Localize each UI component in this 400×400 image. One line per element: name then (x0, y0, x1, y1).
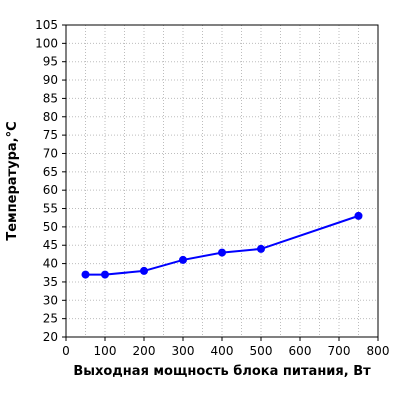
y-tick-label: 75 (43, 128, 58, 142)
y-tick-label: 105 (35, 18, 58, 32)
y-axis-label: Температура,°С (5, 121, 20, 240)
data-point (140, 266, 148, 275)
y-tick-label: 35 (43, 275, 58, 289)
y-tick-label: 50 (43, 220, 58, 234)
data-point (257, 244, 265, 253)
x-axis-label: Выходная мощность блока питания, Вт (73, 364, 371, 379)
y-tick-label: 100 (35, 36, 58, 50)
x-tick-label: 300 (172, 344, 195, 358)
grid-lines (66, 25, 378, 337)
y-tick-label: 95 (43, 55, 58, 69)
y-tick-label: 40 (43, 257, 58, 271)
data-point (81, 270, 90, 279)
x-tick-label: 500 (250, 344, 273, 358)
data-series (81, 211, 363, 279)
y-tick-label: 90 (43, 73, 58, 87)
x-tick-label: 700 (328, 344, 351, 358)
data-point (354, 211, 363, 220)
x-tick-label: 200 (133, 344, 156, 358)
x-tick-label: 0 (62, 344, 70, 358)
y-tick-label: 80 (43, 110, 58, 124)
y-tick-label: 65 (43, 165, 58, 179)
y-tick-label: 60 (43, 183, 58, 197)
x-tick-label: 800 (367, 344, 390, 358)
x-tick-label: 600 (289, 344, 312, 358)
x-tick-label: 400 (211, 344, 234, 358)
data-point (101, 270, 109, 279)
y-tick-label: 30 (43, 293, 58, 307)
y-tick-label: 85 (43, 91, 58, 105)
data-point (218, 248, 226, 257)
data-point (179, 255, 187, 264)
x-tick-label: 100 (94, 344, 117, 358)
y-tick-label: 25 (43, 312, 58, 326)
axis-ticks: 0 100 200 300 400 500 600 700 800 20 25 30 35 40 45 50 5… (35, 18, 389, 358)
y-tick-label: 55 (43, 202, 58, 216)
y-tick-label: 20 (43, 330, 58, 344)
y-tick-label: 70 (43, 146, 58, 160)
y-tick-label: 45 (43, 238, 58, 252)
